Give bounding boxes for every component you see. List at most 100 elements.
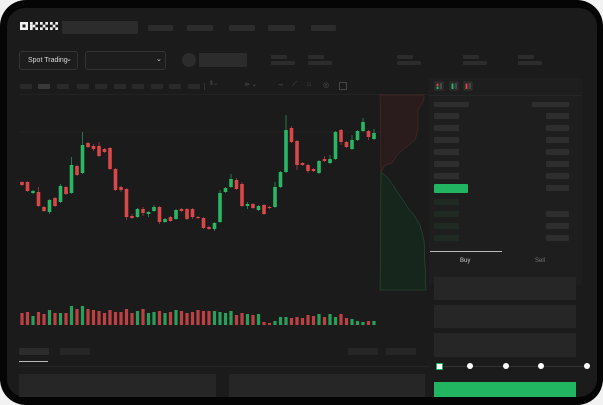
- search-bar[interactable]: [62, 21, 138, 34]
- volume-bar: [75, 309, 79, 325]
- candle: [328, 159, 332, 163]
- timeframe-button[interactable]: [77, 84, 89, 89]
- bid-amount: [546, 235, 569, 241]
- price-input[interactable]: [434, 277, 576, 300]
- volume-bar: [262, 322, 266, 325]
- candle: [229, 179, 233, 187]
- nav-item[interactable]: [311, 25, 336, 31]
- timeframe-button[interactable]: [169, 84, 181, 89]
- candle: [322, 159, 327, 161]
- slider-handle[interactable]: [436, 363, 443, 370]
- ask-price: [434, 173, 459, 179]
- timeframe-button[interactable]: [57, 84, 69, 89]
- candle: [130, 216, 134, 218]
- filter-button[interactable]: [348, 348, 378, 355]
- tab-order-history[interactable]: [60, 348, 90, 355]
- candle: [289, 128, 294, 142]
- timeframe-button[interactable]: [188, 84, 200, 89]
- candle: [102, 149, 107, 152]
- volume-bar: [201, 311, 206, 325]
- candle: [306, 165, 310, 171]
- divider: [19, 366, 429, 367]
- buy-button[interactable]: [434, 382, 576, 397]
- volume-bar: [256, 314, 261, 325]
- candle: [146, 212, 151, 214]
- volume-bar: [322, 317, 327, 325]
- market-selector[interactable]: Spot Trading ⌄: [19, 51, 78, 70]
- nav-item[interactable]: [229, 25, 255, 31]
- volume-bar: [190, 312, 195, 325]
- tab-buy[interactable]: Buy: [460, 258, 471, 264]
- bid-price: [434, 199, 459, 205]
- volume-bar: [86, 309, 90, 325]
- tab-sell[interactable]: Sell: [535, 258, 546, 264]
- slider-mark-50[interactable]: [503, 363, 509, 369]
- market-selector-label: Spot Trading: [28, 57, 68, 64]
- timeframe-button[interactable]: [151, 84, 163, 89]
- camera-icon[interactable]: ⌂: [307, 81, 312, 88]
- amount-input[interactable]: [434, 305, 576, 328]
- candle: [80, 145, 85, 173]
- volume-bar: [97, 311, 101, 325]
- volume-bar: [185, 313, 189, 325]
- slider-mark-100[interactable]: [584, 363, 590, 369]
- slider-mark-75[interactable]: [538, 363, 544, 369]
- bid-price: [434, 211, 459, 217]
- nav-item[interactable]: [187, 25, 213, 31]
- candle: [31, 191, 35, 193]
- candle: [339, 130, 343, 142]
- volume-bar: [113, 312, 118, 325]
- stat-label: [271, 55, 287, 59]
- timeframe-button[interactable]: [95, 84, 107, 89]
- bid-price: [434, 223, 459, 229]
- total-input[interactable]: [434, 333, 576, 357]
- candle: [262, 205, 266, 214]
- stat-value: [308, 61, 332, 65]
- volume-bar: [135, 311, 140, 325]
- slider-mark-25[interactable]: [467, 363, 473, 369]
- volume-bar: [300, 318, 305, 325]
- amount-slider[interactable]: [439, 366, 587, 367]
- settings-icon[interactable]: ◎: [323, 82, 330, 89]
- candle: [53, 198, 57, 206]
- candle: [135, 209, 140, 217]
- volume-bar: [366, 321, 371, 325]
- nav-item[interactable]: [268, 25, 295, 31]
- volume-bar: [174, 310, 178, 325]
- divider: [429, 95, 582, 96]
- candle: [333, 132, 338, 159]
- timeframe-button[interactable]: [38, 84, 50, 89]
- candle-type-icon[interactable]: ⫴ ⌄: [210, 81, 218, 87]
- ask-price: [434, 125, 459, 131]
- candle: [300, 163, 305, 165]
- volume-bar: [306, 315, 310, 325]
- indicator-icon[interactable]: ⊳ ⌄: [245, 82, 257, 88]
- ruler-icon[interactable]: ⟋: [292, 81, 297, 88]
- candle: [179, 209, 184, 211]
- volume-bar: [31, 316, 35, 325]
- candle: [25, 182, 30, 191]
- candle: [201, 218, 206, 228]
- timeframe-button[interactable]: [132, 84, 144, 89]
- pair-dropdown[interactable]: ⌄: [85, 51, 166, 70]
- volume-bar: [295, 317, 299, 325]
- timeframe-button[interactable]: [20, 84, 32, 89]
- volume-bar: [168, 312, 173, 325]
- candle: [218, 193, 222, 222]
- filter-button[interactable]: [386, 348, 416, 355]
- volume-bar: [69, 306, 74, 325]
- volume-bar: [344, 318, 349, 325]
- candle: [42, 207, 46, 211]
- positions-panel: [229, 374, 425, 397]
- ask-price: [434, 161, 459, 167]
- line-tool-icon[interactable]: ∼: [278, 82, 284, 89]
- fullscreen-icon[interactable]: [339, 82, 347, 90]
- candle: [69, 165, 74, 193]
- nav-item[interactable]: [148, 25, 173, 31]
- timeframe-button[interactable]: [114, 84, 126, 89]
- ask-price: [434, 149, 459, 155]
- volume-bar: [130, 313, 134, 325]
- tab-open-orders[interactable]: [19, 348, 49, 355]
- volume-bar: [64, 313, 68, 325]
